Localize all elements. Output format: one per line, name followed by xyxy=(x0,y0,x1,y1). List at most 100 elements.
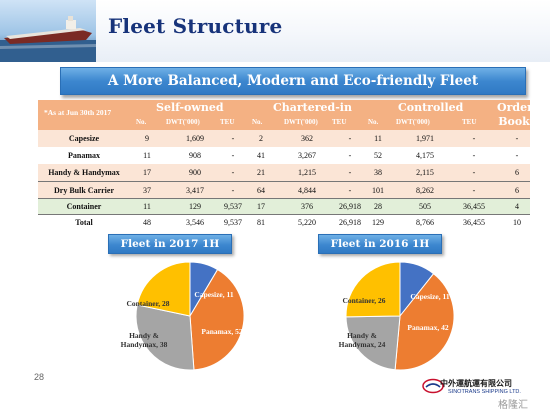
pie-slice-label: Panamax, 42 xyxy=(407,323,449,332)
pie-title-2017: Fleet in 2017 1H xyxy=(108,234,232,254)
table-cell: 17 xyxy=(257,202,265,211)
table-cell: 908 xyxy=(189,151,201,160)
pie-slice xyxy=(345,315,401,371)
table-cell: 26,918 xyxy=(339,218,361,227)
table-cell: 1,609 xyxy=(186,134,204,143)
table-cell: 9 xyxy=(145,134,149,143)
table-cell: 10 xyxy=(513,218,521,227)
subheader-no: No. xyxy=(136,118,147,126)
pie-slice-label: Capesize, 11 xyxy=(410,292,449,301)
subheader-no: No. xyxy=(252,118,263,126)
table-cell: 376 xyxy=(301,202,313,211)
subheader-teu: TEU xyxy=(220,118,235,126)
group-header-chartered-in: Chartered-in xyxy=(273,101,352,114)
pie-slice xyxy=(136,261,191,317)
subheader-dwt: DWT('000) xyxy=(396,118,430,126)
table-cell: 48 xyxy=(143,218,151,227)
table-row: Total 48 3,546 9,537 81 5,220 26,918 129 8,766 36… xyxy=(38,215,530,230)
row-label: Dry Bulk Carrier xyxy=(54,185,114,195)
table-cell: - xyxy=(348,168,352,177)
pie-slice xyxy=(394,273,455,371)
table-row: Container 11 129 9,537 17 376 26,918 28 505 36,45… xyxy=(38,198,530,215)
table-cell: - xyxy=(231,185,235,195)
table-cell: 900 xyxy=(189,168,201,177)
subheader-no: No. xyxy=(368,118,379,126)
table-cell: - xyxy=(348,134,352,143)
table-header-row: *As at Jun 30th 2017 Self-owned Chartere… xyxy=(38,100,533,130)
pie-chart-2017: Capesize, 11 Panamax, 52 Handy & Handymax, … xyxy=(121,261,245,371)
row-label: Panamax xyxy=(68,151,100,160)
table-cell: - xyxy=(472,134,476,143)
table-cell: 505 xyxy=(419,202,431,211)
table-cell: 81 xyxy=(257,218,265,227)
ship-image xyxy=(0,0,96,62)
table-cell: 5,220 xyxy=(298,218,316,227)
pie-slice-label: Handy & Handymax, 24 xyxy=(339,331,386,349)
table-cell: 17 xyxy=(143,168,151,177)
pie-slice-label: Container, 26 xyxy=(342,296,385,305)
table-cell: - xyxy=(515,134,519,143)
table-cell: 3,267 xyxy=(298,151,316,160)
pie-slice xyxy=(345,261,401,318)
table-cell: 11 xyxy=(374,134,382,143)
table-cell: 52 xyxy=(374,151,382,160)
subheader-teu: TEU xyxy=(462,118,477,126)
table-cell: 2,115 xyxy=(416,168,434,177)
table-cell: 4 xyxy=(515,202,519,211)
table-cell: - xyxy=(231,134,235,143)
table-cell: 9,537 xyxy=(224,218,242,227)
table-cell: - xyxy=(231,168,235,177)
company-name-english: SINOTRANS SHIPPING LTD. xyxy=(448,389,521,395)
table-cell: 8,262 xyxy=(416,185,434,195)
table-cell: - xyxy=(472,168,476,177)
table-cell: 1,971 xyxy=(416,134,434,143)
table-cell: 101 xyxy=(372,185,384,195)
row-label: Handy & Handymax xyxy=(48,168,120,177)
group-header-controlled: Controlled xyxy=(398,101,464,114)
table-cell: 37 xyxy=(143,185,151,195)
as-at-date: *As at Jun 30th 2017 xyxy=(44,108,112,117)
table-cell: 11 xyxy=(143,151,151,160)
group-header-order-book: Order Book xyxy=(497,101,533,128)
table-cell: 9,537 xyxy=(224,202,242,211)
table-cell: 362 xyxy=(301,134,313,143)
table-cell: 8,766 xyxy=(416,218,434,227)
pie-title-2016: Fleet in 2016 1H xyxy=(318,234,442,254)
pie-slice-label: Panamax, 52 xyxy=(201,327,243,336)
subheader-dwt: DWT('000) xyxy=(284,118,318,126)
table-cell: 1,215 xyxy=(298,168,316,177)
table-cell: 3,546 xyxy=(186,218,204,227)
company-name-chinese: 中外運航運有限公司 xyxy=(440,379,512,388)
table-cell: - xyxy=(348,151,352,160)
watermark: 格隆汇 xyxy=(498,400,528,411)
subheader-dwt: DWT('000) xyxy=(166,118,200,126)
pie-slice xyxy=(135,304,195,371)
pie-slice-label: Handy & Handymax, 38 xyxy=(121,331,168,349)
row-label: Total xyxy=(75,218,93,227)
table-cell: 4,175 xyxy=(416,151,434,160)
table-cell: 129 xyxy=(372,218,384,227)
pie-slice-label: Container, 28 xyxy=(126,299,169,308)
row-label: Container xyxy=(66,202,102,211)
table-cell: 6 xyxy=(515,168,519,177)
group-header-self-owned: Self-owned xyxy=(156,101,224,114)
company-logo xyxy=(422,378,444,394)
table-row: Dry Bulk Carrier 37 3,417 - 64 4,844 - 101 8,262… xyxy=(38,181,530,198)
table-cell: 3,417 xyxy=(186,185,204,195)
pie-slice-label: Capesize, 11 xyxy=(194,290,233,299)
table-cell: 11 xyxy=(143,202,151,211)
table-row: Handy & Handymax 17 900 - 21 1,215 - 38 2,115 - 6 xyxy=(38,164,530,181)
table-cell: 36,455 xyxy=(463,202,485,211)
pie-chart-2016: Capesize, 11 Panamax, 42 Handy & Handymax, … xyxy=(339,261,455,371)
table-cell: 21 xyxy=(257,168,265,177)
table-cell: 26,918 xyxy=(339,202,361,211)
table-cell: 4,844 xyxy=(298,185,316,195)
table-cell: 6 xyxy=(515,185,519,195)
table-cell: - xyxy=(348,185,352,195)
table-row: Panamax 11 908 - 41 3,267 - 52 4,175 - - xyxy=(38,147,530,164)
subheader-teu: TEU xyxy=(332,118,347,126)
table-cell: 38 xyxy=(374,168,382,177)
header-band xyxy=(96,0,550,62)
table-row: Capesize 9 1,609 - 2 362 - 11 1,971 - - xyxy=(38,130,530,147)
